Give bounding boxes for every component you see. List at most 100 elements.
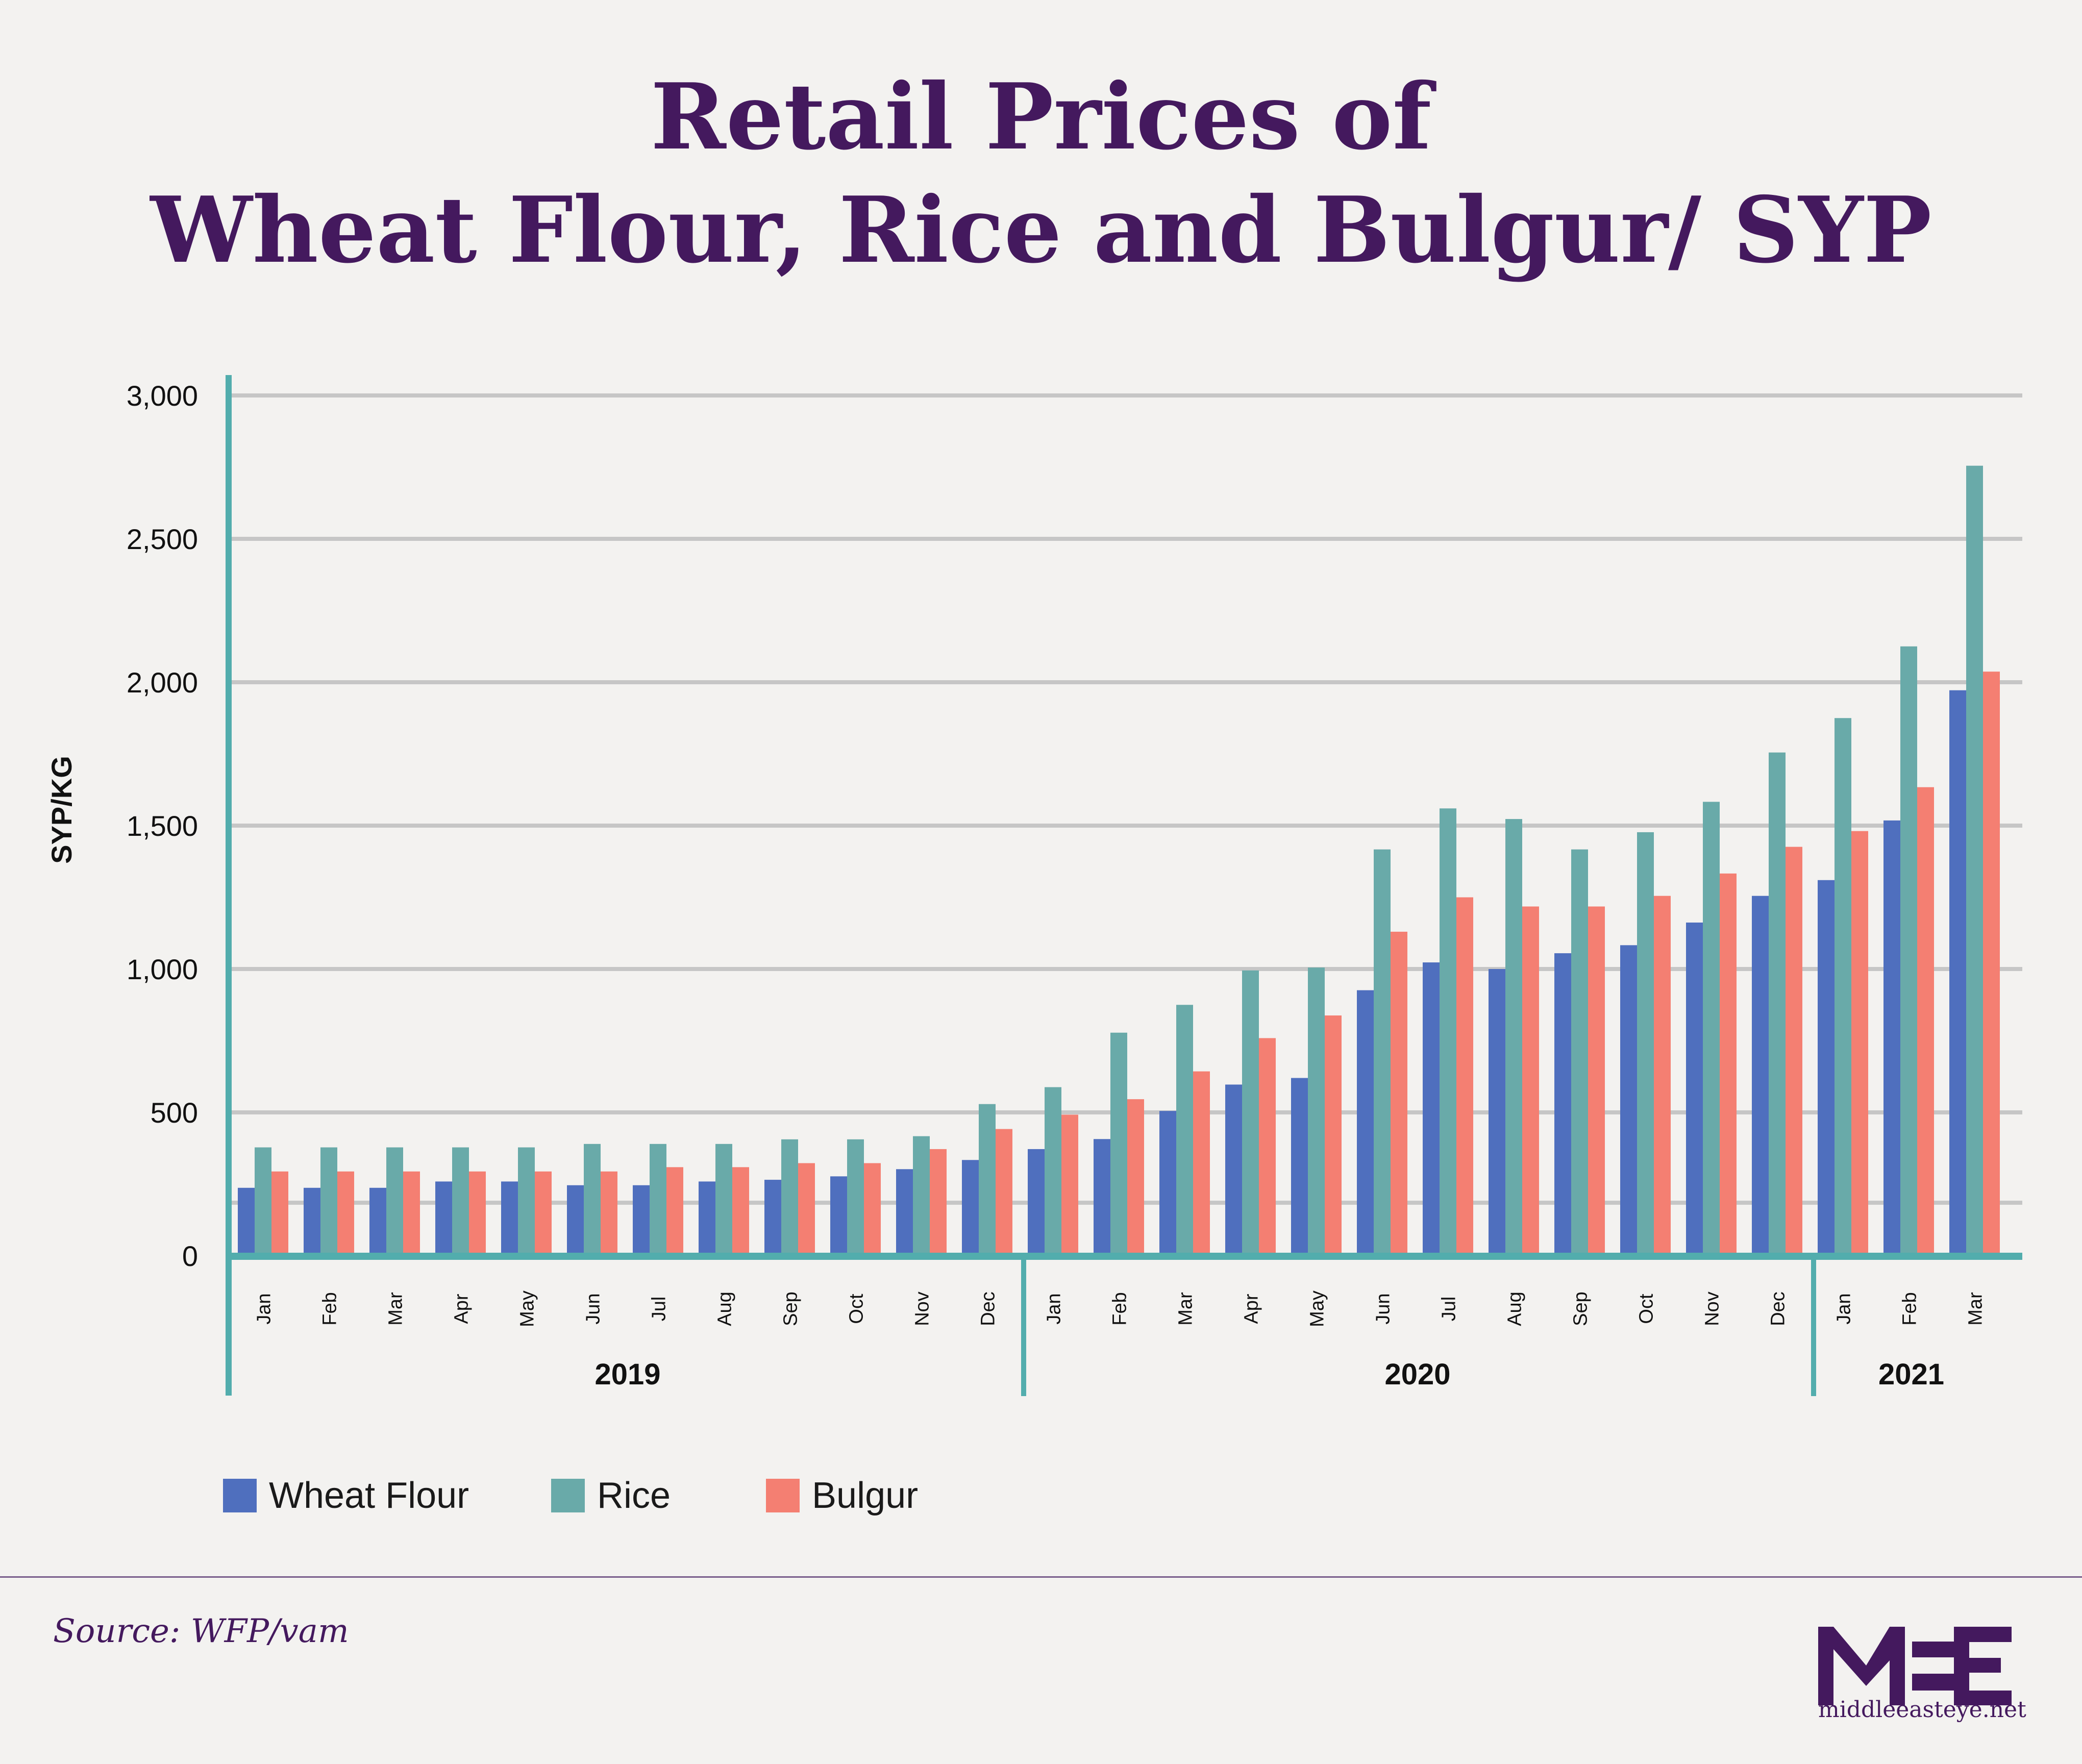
bar-rice — [1176, 1005, 1193, 1256]
bar-rice — [1900, 646, 1917, 1256]
bar-bulgur — [1193, 1071, 1210, 1256]
bar-bulgur — [535, 1171, 552, 1256]
year-label: 2020 — [1384, 1358, 1450, 1391]
bar-wheat-flour — [1489, 969, 1505, 1256]
bar-bulgur — [1786, 847, 1802, 1256]
bar-bulgur — [1391, 931, 1407, 1256]
x-tick-label: Aug — [1504, 1291, 1526, 1326]
x-tick-label: Mar — [1965, 1292, 1987, 1326]
bar-bulgur — [1127, 1099, 1144, 1256]
bar-bulgur — [1325, 1015, 1342, 1256]
legend-swatch-wheat — [223, 1479, 257, 1512]
bar-bulgur — [1259, 1038, 1276, 1256]
x-tick-label: Apr — [451, 1294, 473, 1324]
bar-wheat-flour — [1554, 953, 1571, 1256]
x-tick-label: Mar — [1175, 1292, 1197, 1326]
x-tick-label: Dec — [978, 1291, 999, 1326]
bar-rice — [1703, 802, 1720, 1256]
bar-wheat-flour — [896, 1169, 913, 1256]
year-divider — [1811, 1256, 1816, 1396]
bar-rice — [913, 1136, 930, 1256]
bar-bulgur — [1983, 672, 2000, 1256]
bar-bulgur — [469, 1171, 486, 1256]
bar-bulgur — [1522, 906, 1539, 1256]
bar-rice — [1835, 718, 1851, 1256]
bar-bulgur — [1061, 1114, 1078, 1256]
bar-rice — [1505, 819, 1522, 1256]
y-tick-label: 1,500 — [127, 810, 198, 842]
bar-wheat-flour — [1620, 945, 1637, 1256]
gridline — [229, 824, 2022, 828]
bar-wheat-flour — [1159, 1111, 1176, 1256]
bar-wheat-flour — [567, 1185, 584, 1256]
bar-bulgur — [864, 1163, 881, 1256]
bar-wheat-flour — [501, 1181, 518, 1256]
source-note: Source: WFP/vam — [53, 1612, 349, 1650]
bar-rice — [781, 1139, 798, 1256]
y-axis-line — [226, 375, 232, 1396]
bar-rice — [715, 1144, 732, 1256]
x-tick-label: Jun — [1373, 1293, 1394, 1324]
legend-label: Bulgur — [812, 1475, 919, 1516]
bar-rice — [584, 1144, 601, 1256]
y-axis-label: SYP/KG — [45, 756, 78, 864]
bar-bulgur — [996, 1129, 1012, 1256]
legend-swatch-bulgur — [766, 1479, 800, 1512]
x-tick-label: Nov — [912, 1291, 933, 1326]
legend-label: Wheat Flour — [269, 1475, 469, 1516]
bar-rice — [1571, 849, 1588, 1256]
year-divider — [1021, 1256, 1026, 1396]
bar-wheat-flour — [699, 1181, 715, 1256]
bar-rice — [1966, 465, 1983, 1256]
bar-wheat-flour — [1686, 922, 1703, 1256]
bar-rice — [452, 1147, 469, 1256]
gridline — [229, 537, 2022, 541]
bar-rice — [386, 1147, 403, 1256]
bar-rice — [650, 1144, 666, 1256]
bar-rice — [1440, 808, 1456, 1256]
bar-rice — [1769, 752, 1786, 1256]
x-tick-label: Sep — [780, 1291, 802, 1326]
x-tick-label: Jun — [583, 1293, 604, 1324]
bar-wheat-flour — [764, 1180, 781, 1256]
bar-bulgur — [1851, 831, 1868, 1256]
bar-bulgur — [1456, 897, 1473, 1256]
legend-label: Rice — [597, 1475, 671, 1516]
x-tick-label: Jan — [254, 1293, 275, 1324]
chart-title-line2: Wheat Flour, Rice and Bulgur/ SYP — [150, 177, 1932, 283]
x-tick-label: Feb — [319, 1292, 341, 1325]
legend-item-rice: Rice — [551, 1475, 671, 1517]
y-tick-label: 2,000 — [127, 666, 198, 699]
y-tick-label: 500 — [151, 1097, 198, 1129]
bar-rice — [518, 1147, 535, 1256]
bar-rice — [1110, 1032, 1127, 1256]
x-tick-label: Oct — [846, 1294, 867, 1324]
bar-rice — [847, 1139, 864, 1256]
gridline — [229, 393, 2022, 397]
bar-wheat-flour — [1949, 690, 1966, 1256]
x-tick-label: Aug — [714, 1291, 736, 1326]
x-tick-label: Jul — [1439, 1297, 1460, 1322]
bar-rice — [1308, 967, 1325, 1256]
bar-rice — [1045, 1087, 1061, 1256]
x-tick-label: Apr — [1241, 1294, 1262, 1324]
y-tick-label: 1,000 — [127, 953, 198, 985]
bar-wheat-flour — [830, 1176, 847, 1256]
bar-bulgur — [1917, 787, 1934, 1256]
x-axis-line — [229, 1253, 2022, 1260]
bar-bulgur — [601, 1171, 617, 1256]
bar-bulgur — [1720, 873, 1737, 1256]
chart-title-line1: Retail Prices of — [650, 63, 1432, 170]
x-tick-label: Jan — [1044, 1293, 1065, 1324]
x-tick-label: Nov — [1702, 1291, 1723, 1326]
x-tick-label: Mar — [385, 1292, 407, 1326]
bar-wheat-flour — [1883, 820, 1900, 1256]
bar-wheat-flour — [1423, 962, 1440, 1256]
bar-bulgur — [798, 1163, 815, 1256]
x-tick-label: Jul — [649, 1297, 670, 1322]
bar-bulgur — [930, 1149, 947, 1256]
x-tick-label: Dec — [1768, 1291, 1789, 1326]
year-label: 2021 — [1878, 1358, 1944, 1391]
y-tick-label: 3,000 — [127, 380, 198, 412]
